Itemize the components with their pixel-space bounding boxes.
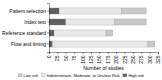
x-axis: 0255075100125150175200225250275300325 bbox=[46, 52, 161, 64]
tick-label: 325 bbox=[155, 55, 161, 64]
legend-swatch bbox=[41, 74, 45, 77]
tick-mark bbox=[47, 44, 49, 45]
legend-item: High risk bbox=[123, 73, 144, 78]
tick-mark bbox=[158, 52, 159, 54]
bar bbox=[52, 41, 148, 47]
axis-line bbox=[47, 4, 50, 53]
tick-label: 50 bbox=[63, 55, 69, 61]
tick-label: 125 bbox=[88, 55, 94, 64]
tick-mark bbox=[124, 52, 125, 54]
legend-label: Low risk bbox=[24, 73, 39, 78]
y-axis: Flow and timing Reference standard Index t… bbox=[2, 4, 49, 53]
series bbox=[106, 8, 155, 47]
legend-item: Low risk bbox=[18, 73, 38, 78]
tick-mark bbox=[57, 52, 58, 54]
legend-label: High risk bbox=[128, 73, 144, 78]
tick-label: 100 bbox=[80, 55, 86, 64]
tick-mark bbox=[83, 52, 84, 54]
tick-mark bbox=[66, 52, 67, 54]
x-tick: 150 bbox=[96, 52, 102, 64]
bar bbox=[59, 8, 121, 14]
bar bbox=[114, 19, 146, 25]
x-tick: 175 bbox=[105, 52, 111, 64]
bar bbox=[66, 19, 115, 25]
tick-mark bbox=[116, 52, 117, 54]
tick-mark bbox=[47, 33, 49, 34]
x-axis-title: Number of studies bbox=[83, 65, 124, 71]
x-tick: 325 bbox=[155, 52, 161, 64]
tick-mark bbox=[108, 52, 109, 54]
tick-mark bbox=[47, 21, 49, 22]
tick-label: 150 bbox=[96, 55, 102, 64]
tick-label: 275 bbox=[138, 55, 144, 64]
legend-swatch bbox=[18, 74, 22, 77]
y-tick: Index test bbox=[24, 19, 49, 25]
tick-label: 300 bbox=[147, 55, 153, 64]
y-tick: Flow and timing bbox=[11, 41, 49, 47]
bar bbox=[49, 30, 54, 36]
x-tick: 225 bbox=[122, 52, 128, 64]
tick-label: Index test bbox=[24, 19, 46, 25]
x-tick: 100 bbox=[80, 52, 86, 64]
legend: Low risk Indeterminate, Moderate, or Uncl… bbox=[18, 73, 144, 78]
bar bbox=[121, 8, 146, 14]
bar bbox=[148, 41, 155, 47]
x-tick: 275 bbox=[138, 52, 144, 64]
legend-swatch bbox=[123, 74, 127, 77]
x-tick: 250 bbox=[130, 52, 136, 64]
bar bbox=[106, 30, 113, 36]
x-tick: 75 bbox=[71, 52, 77, 61]
axis-line bbox=[50, 53, 159, 55]
tick-mark bbox=[47, 10, 49, 11]
tick-label: Flow and timing bbox=[11, 41, 46, 47]
tick-mark bbox=[91, 52, 92, 54]
tick-mark bbox=[141, 52, 142, 54]
x-tick: 200 bbox=[113, 52, 119, 64]
bar bbox=[49, 19, 66, 25]
tick-label: 225 bbox=[122, 55, 128, 64]
tick-label: 200 bbox=[113, 55, 119, 64]
tick-label: Patient selection bbox=[9, 8, 46, 14]
legend-label: Indeterminate, Moderate, or Unclear Risk bbox=[47, 73, 120, 78]
x-tick: 0 bbox=[46, 52, 52, 58]
y-tick: Patient selection bbox=[9, 8, 49, 14]
tick-mark bbox=[74, 52, 75, 54]
x-tick: 50 bbox=[63, 52, 69, 61]
legend-item: Indeterminate, Moderate, or Unclear Risk bbox=[41, 73, 120, 78]
tick-mark bbox=[150, 52, 151, 54]
x-tick: 125 bbox=[88, 52, 94, 64]
tick-label: 25 bbox=[54, 55, 60, 61]
tick-label: 250 bbox=[130, 55, 136, 64]
tick-mark bbox=[99, 52, 100, 54]
tick-label: 175 bbox=[105, 55, 111, 64]
tick-label: 0 bbox=[46, 55, 52, 58]
x-tick: 300 bbox=[147, 52, 153, 64]
bar bbox=[49, 8, 59, 14]
plot: 0255075100125150175200225250275300325Flo… bbox=[2, 4, 161, 64]
tick-label: Reference standard bbox=[2, 30, 46, 36]
chart: 0255075100125150175200225250275300325Flo… bbox=[0, 0, 162, 80]
y-tick: Reference standard bbox=[2, 30, 49, 36]
tick-label: 75 bbox=[71, 55, 77, 61]
x-tick: 25 bbox=[54, 52, 60, 61]
bars bbox=[49, 8, 155, 47]
bar bbox=[54, 30, 106, 36]
tick-mark bbox=[133, 52, 134, 54]
series bbox=[52, 8, 148, 47]
